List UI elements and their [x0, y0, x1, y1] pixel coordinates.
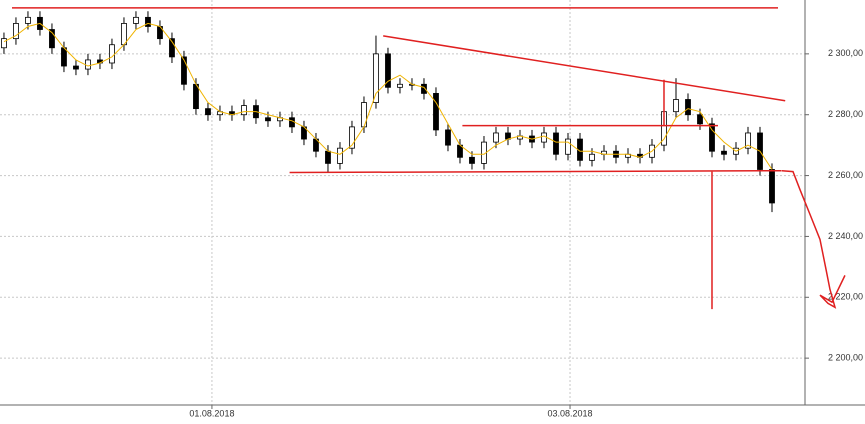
y-tick-label: 2 200,00 — [828, 353, 863, 363]
candle-body — [1, 38, 7, 49]
x-tick-label: 01.08.2018 — [189, 408, 234, 418]
candle-body — [193, 83, 199, 110]
candle-body — [49, 29, 55, 49]
candle-body — [673, 99, 679, 113]
candle-body — [109, 44, 115, 64]
candle-body — [745, 132, 751, 149]
candle-body — [541, 132, 547, 143]
candle-body — [433, 93, 439, 131]
y-tick-label: 2 220,00 — [828, 292, 863, 302]
y-tick-label: 2 240,00 — [828, 231, 863, 241]
candle-body — [121, 23, 127, 46]
candle-body — [397, 83, 403, 88]
trend-line — [781, 169, 846, 309]
candle-body — [289, 117, 295, 128]
trend-line — [289, 169, 782, 174]
candle-body — [145, 16, 151, 27]
moving-average — [3, 22, 773, 170]
x-tick-label: 03.08.2018 — [548, 408, 593, 418]
candle-body — [373, 53, 379, 103]
candle-body — [685, 99, 691, 116]
candle-body — [421, 83, 427, 94]
candle-body — [721, 150, 727, 155]
candle-body — [385, 53, 391, 88]
candle-body — [589, 153, 595, 161]
candle-body — [337, 147, 343, 164]
candle-body — [493, 132, 499, 143]
candle-body — [445, 129, 451, 146]
candle-body — [349, 126, 355, 149]
y-tick-label: 2 300,00 — [828, 48, 863, 58]
candle-body — [85, 59, 91, 70]
candle-body — [181, 56, 187, 85]
candle-body — [469, 156, 475, 164]
candle-body — [709, 123, 715, 152]
y-tick-label: 2 260,00 — [828, 170, 863, 180]
trend-line — [383, 35, 786, 102]
candle-body — [265, 117, 271, 122]
candle-body — [241, 105, 247, 116]
candle-body — [769, 169, 775, 204]
candle-body — [61, 47, 67, 67]
candle-body — [565, 138, 571, 155]
y-tick-label: 2 280,00 — [828, 109, 863, 119]
candle-body — [133, 16, 139, 24]
candle-body — [25, 16, 31, 24]
candle-body — [205, 108, 211, 116]
candle-body — [325, 150, 331, 164]
candle-body — [73, 65, 79, 70]
candle-body — [697, 114, 703, 125]
candle-body — [169, 38, 175, 58]
candle-body — [553, 132, 559, 155]
candle-body — [13, 23, 19, 40]
